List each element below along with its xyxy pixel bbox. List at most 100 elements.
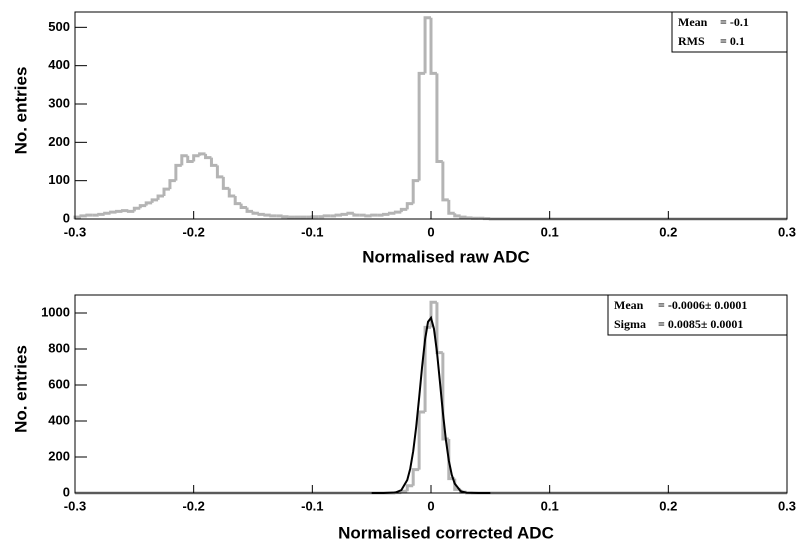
histogram-bin [103,211,111,215]
histogram-bin [399,207,408,213]
y-tick-label: 600 [48,376,70,391]
histogram-bin [120,209,129,213]
stats-box [607,294,788,336]
histogram-bin [245,207,253,213]
histogram-bin [168,179,176,190]
x-tick-label: 0.2 [659,498,677,513]
histogram-bin [441,161,449,202]
histogram-bin [115,209,123,213]
histogram-bin [441,352,449,441]
histogram-bin [453,213,461,218]
x-tick-label: -0.2 [182,224,204,239]
histogram-bin [198,152,206,156]
histogram-bin [251,211,259,215]
histogram-bin [269,214,277,218]
histogram-bin [387,211,396,215]
histogram-bin [109,210,117,214]
histogram-bin [126,209,135,213]
histogram-bin [411,468,420,486]
histogram-bin [85,213,93,217]
histogram-bin [150,198,159,203]
histogram-bin [180,154,188,166]
histogram-bin [447,199,455,215]
histogram-bin [465,216,473,220]
stats-label: Mean [614,298,644,312]
histogram-bin [423,325,431,412]
y-tick-label: 100 [48,172,70,187]
histogram-bin [393,210,402,214]
histogram-bin [186,155,194,163]
stats-label: Sigma [614,317,646,331]
y-tick-label: 400 [48,57,70,72]
x-axis-label: Normalised raw ADC [362,247,530,266]
x-tick-label: -0.1 [301,498,323,513]
y-axis-label: No. entries [11,345,30,433]
x-tick-label: -0.3 [64,224,86,239]
histogram-bin [370,213,378,217]
histogram-bin [435,73,443,163]
histogram-bin [417,71,426,181]
x-tick-label: -0.1 [301,224,323,239]
histogram-bin [239,203,248,209]
histogram-bin [423,16,431,74]
x-tick-label: -0.2 [182,498,204,513]
y-axis-label: No. entries [11,67,30,155]
y-tick-label: 500 [48,19,70,34]
histogram-bin [209,157,218,167]
x-tick-label: 0.2 [659,224,677,239]
histogram-bin [435,302,443,355]
histogram-bin [192,154,200,162]
histogram-bin [132,206,141,212]
histogram-bin [215,165,224,179]
histogram-bin [429,17,437,75]
histogram-bin [233,196,242,206]
stats-label: Mean [678,15,708,29]
histogram-bin [174,163,182,181]
y-tick-label: 200 [48,134,70,149]
histogram-bin [97,212,105,216]
histogram-bin [281,215,289,219]
stats-value: = 0.1 [720,34,745,48]
histogram-bin [417,410,426,470]
histogram-bin [138,204,147,209]
y-tick-label: 200 [48,448,70,463]
x-axis-label: Normalised corrected ADC [338,523,554,542]
histogram-bin [352,213,360,217]
histogram-bin [399,489,408,493]
x-tick-label: 0 [427,224,434,239]
histogram-bin [156,194,164,200]
histogram-bin [405,484,414,492]
histogram-bin [411,179,420,204]
histogram-bin [340,212,348,216]
fit-curve [371,315,491,494]
y-tick-label: 0 [63,484,70,499]
histogram-bin [204,153,212,160]
stats-value: = -0.1 [720,15,749,29]
x-tick-label: 0.3 [778,498,796,513]
stats-value: = -0.0006± 0.0001 [658,298,747,312]
x-tick-label: -0.3 [64,498,86,513]
x-tick-label: 0.1 [541,498,559,513]
histogram-bin [459,215,467,219]
histogram-bin [382,212,390,216]
y-tick-label: 400 [48,412,70,427]
histogram-bin [79,214,87,218]
histogram-bin [144,201,153,206]
y-tick-label: 0 [63,210,70,225]
stats-value: = 0.0085± 0.0001 [658,317,743,331]
histogram-bin [334,213,342,217]
histogram-bin [263,213,271,217]
histogram-bin [227,188,236,198]
histogram-bin [346,211,354,215]
stats-box [671,11,788,53]
y-tick-label: 300 [48,95,70,110]
stats-label: RMS [678,34,705,48]
x-tick-label: 0.1 [541,224,559,239]
x-tick-label: 0 [427,498,434,513]
histogram-bin [364,214,372,218]
histogram-bin [162,187,170,196]
histogram-bin [322,214,331,218]
histogram-bin [221,176,230,190]
x-tick-label: 0.3 [778,224,796,239]
